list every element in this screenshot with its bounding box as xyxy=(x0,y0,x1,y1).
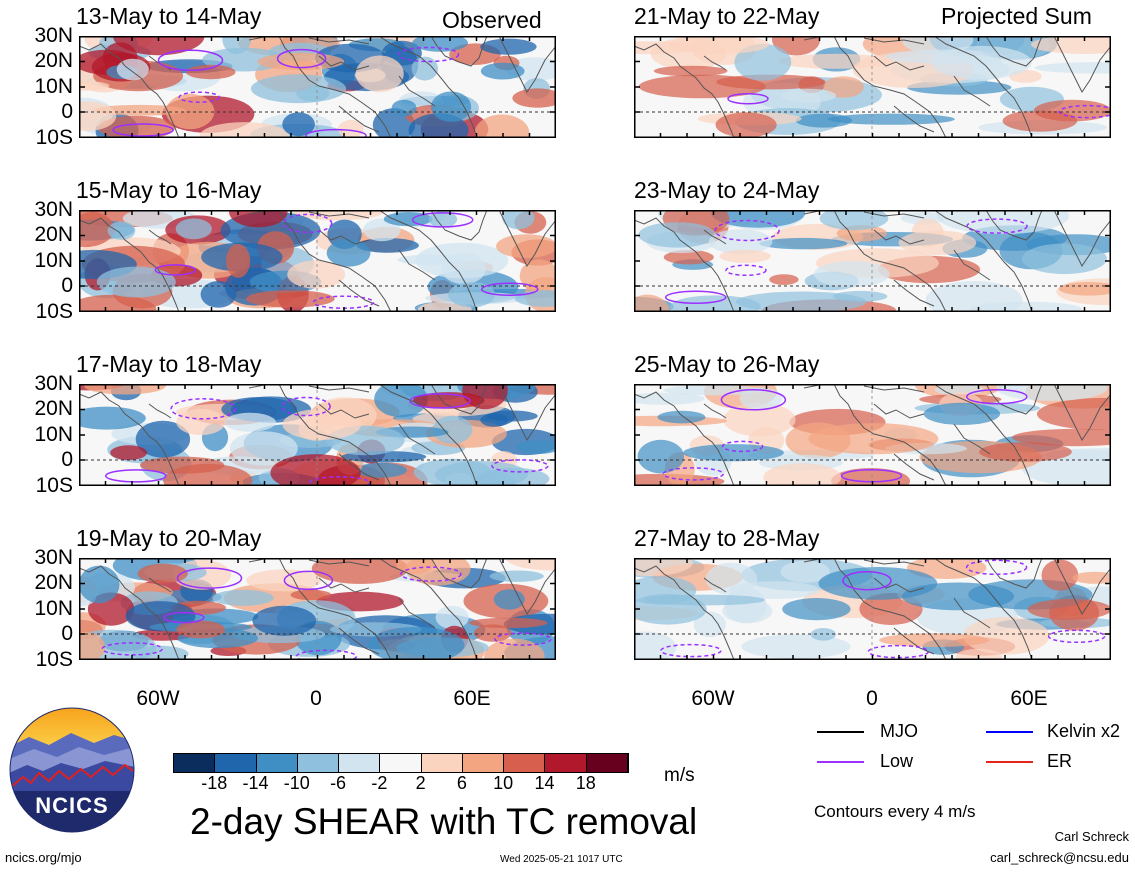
lat-label: 10S xyxy=(35,648,73,671)
colorbar-tick-label: -6 xyxy=(330,773,347,793)
colorbar-units: m/s xyxy=(664,765,695,786)
panel-title-proj-3: 25-May to 26-May xyxy=(634,351,820,377)
map-obs-3 xyxy=(79,384,556,486)
lon-label-0-left: 0 xyxy=(310,687,322,710)
colorbar-swatch xyxy=(586,754,628,772)
colorbar-tick-label: -2 xyxy=(371,773,388,793)
colorbar-tick-label: -18 xyxy=(201,773,228,793)
lat-label: 10N xyxy=(34,423,73,446)
colorbar-tick-label: 2 xyxy=(415,773,426,793)
colorbar-tick-label: 10 xyxy=(493,773,514,793)
panel-title-proj-2: 23-May to 24-May xyxy=(634,177,820,203)
lat-label: 10N xyxy=(34,75,73,98)
lat-label: 20N xyxy=(34,397,73,420)
lat-label: 0 xyxy=(61,622,73,645)
lat-label: 10S xyxy=(35,126,73,149)
colorbar-swatch xyxy=(545,754,587,772)
legend-label-kelvin: Kelvin x2 xyxy=(1047,721,1121,741)
colorbar-tick-label: 18 xyxy=(575,773,596,793)
footer-author: Carl Schreck xyxy=(1054,829,1129,844)
lat-label: 30N xyxy=(34,198,73,221)
lat-label: 30N xyxy=(34,24,73,47)
panel-title-obs-1: 13-May to 14-May xyxy=(76,3,262,29)
panel-title-obs-4: 19-May to 20-May xyxy=(76,525,262,551)
legend-label-mjo: MJO xyxy=(880,721,918,741)
map-obs-1 xyxy=(79,36,556,138)
contour-note: Contours every 4 m/s xyxy=(814,802,976,821)
lat-label: 0 xyxy=(61,448,73,471)
ncics-logo: NCICS xyxy=(9,707,135,833)
colorbar-swatch xyxy=(174,754,216,772)
colorbar-tick-label: -10 xyxy=(283,773,310,793)
map-proj-4 xyxy=(634,558,1111,660)
legend-line-er xyxy=(986,761,1033,763)
colorbar-swatch xyxy=(297,754,340,772)
colorbar-tick-label: 6 xyxy=(456,773,467,793)
lon-label-60w-right: 60W xyxy=(691,687,735,710)
colorbar-swatch xyxy=(504,754,546,772)
colorbar xyxy=(173,753,629,773)
map-obs-2 xyxy=(79,210,556,312)
observed-label: Observed xyxy=(442,7,542,33)
colorbar-swatch xyxy=(339,754,381,772)
colorbar-tick-label: 14 xyxy=(534,773,555,793)
legend-label-low: Low xyxy=(880,751,914,771)
panel-title-proj-1: 21-May to 22-May xyxy=(634,3,820,29)
colorbar-swatch xyxy=(380,754,422,772)
lat-label: 20N xyxy=(34,223,73,246)
lat-label: 10S xyxy=(35,300,73,323)
lat-label: 20N xyxy=(34,571,73,594)
lon-label-60w-left: 60W xyxy=(136,687,180,710)
map-proj-1 xyxy=(634,36,1111,138)
map-proj-2 xyxy=(634,210,1111,312)
lon-label-0-right: 0 xyxy=(866,687,878,710)
lat-label: 30N xyxy=(34,372,73,395)
legend-line-low xyxy=(817,761,864,763)
panel-title-obs-3: 17-May to 18-May xyxy=(76,351,262,377)
map-obs-4 xyxy=(79,558,556,660)
colorbar-swatch xyxy=(256,754,298,772)
lon-label-60e-right: 60E xyxy=(1010,687,1048,710)
lat-label: 10N xyxy=(34,597,73,620)
footer-email: carl_schreck@ncsu.edu xyxy=(990,850,1129,865)
colorbar-swatch xyxy=(215,754,257,772)
colorbar-swatch xyxy=(421,754,463,772)
legend-label-er: ER xyxy=(1047,751,1073,771)
projected-sum-label: Projected Sum xyxy=(941,3,1092,29)
lat-label: 20N xyxy=(34,49,73,72)
panel-title-obs-2: 15-May to 16-May xyxy=(76,177,262,203)
legend-line-kelvin xyxy=(986,731,1033,733)
lat-label: 10N xyxy=(34,249,73,272)
lat-label: 30N xyxy=(34,546,73,569)
footer-timestamp: Wed 2025-05-21 1017 UTC xyxy=(500,854,623,865)
footer-url: ncics.org/mjo xyxy=(5,850,82,865)
ncics-logo-text: NCICS xyxy=(35,793,109,818)
lat-label: 0 xyxy=(61,274,73,297)
legend-line-mjo xyxy=(817,731,864,733)
colorbar-tick-label: -14 xyxy=(242,773,269,793)
map-proj-3 xyxy=(634,384,1111,486)
lat-label: 10S xyxy=(35,474,73,497)
panel-title-proj-4: 27-May to 28-May xyxy=(634,525,820,551)
lat-label: 0 xyxy=(61,100,73,123)
lon-label-60e-left: 60E xyxy=(453,687,491,710)
figure-title: 2-day SHEAR with TC removal xyxy=(190,801,698,842)
colorbar-swatch xyxy=(462,754,505,772)
